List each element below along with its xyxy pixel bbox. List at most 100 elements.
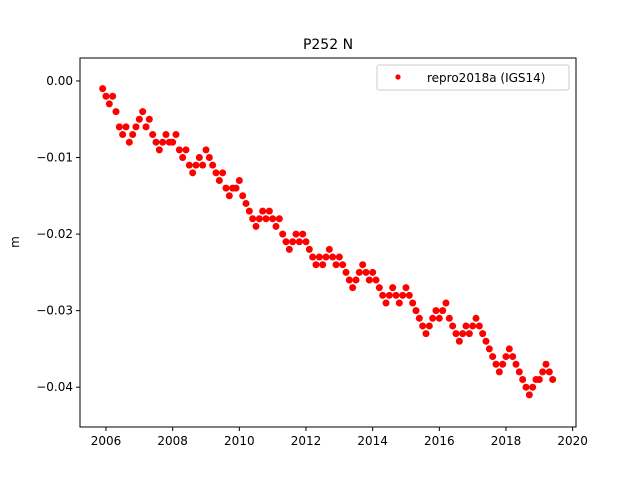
data-point	[379, 291, 387, 299]
data-point	[299, 230, 307, 238]
data-point	[359, 261, 367, 269]
data-point	[225, 192, 233, 200]
data-point	[145, 115, 153, 123]
data-point	[135, 115, 143, 123]
legend-label: repro2018a (IGS14)	[427, 71, 545, 85]
data-point	[112, 108, 120, 116]
data-point	[382, 299, 390, 307]
x-axis: 2006 2008 2010 2012 2014 2016 2018 2020	[91, 427, 588, 448]
data-point	[422, 330, 430, 338]
data-point	[475, 322, 483, 330]
data-point	[209, 161, 217, 169]
plot-frame	[79, 57, 577, 428]
data-point	[439, 307, 447, 315]
data-point	[185, 161, 193, 169]
data-point	[425, 322, 433, 330]
x-tick-label: 2006	[91, 434, 122, 448]
data-point	[292, 230, 300, 238]
data-point	[479, 330, 487, 338]
data-point	[402, 284, 410, 292]
data-point	[352, 276, 360, 284]
data-point	[522, 383, 530, 391]
data-point	[385, 291, 393, 299]
data-point	[429, 314, 437, 322]
data-point	[215, 176, 223, 184]
data-point	[515, 368, 523, 376]
data-point	[349, 284, 357, 292]
data-point	[369, 268, 377, 276]
data-point	[245, 207, 253, 215]
data-point	[472, 314, 480, 322]
data-point	[502, 353, 510, 361]
data-point	[222, 184, 230, 192]
data-point	[149, 131, 157, 139]
data-point	[259, 207, 267, 215]
data-point	[129, 131, 137, 139]
data-point	[115, 123, 123, 131]
data-point	[542, 360, 550, 368]
data-point	[125, 138, 133, 146]
data-point	[152, 138, 160, 146]
data-point	[442, 299, 450, 307]
x-tick-label: 2020	[557, 434, 588, 448]
y-tick-label: −0.01	[36, 151, 73, 165]
x-tick-label: 2010	[224, 434, 255, 448]
data-point	[179, 154, 187, 162]
data-point	[435, 314, 443, 322]
data-point	[175, 146, 183, 154]
data-point	[319, 261, 327, 269]
data-point	[172, 131, 180, 139]
data-point	[499, 360, 507, 368]
data-point	[339, 261, 347, 269]
y-tick-label: −0.03	[36, 304, 73, 318]
data-point	[202, 146, 210, 154]
data-point	[482, 337, 490, 345]
data-point	[505, 345, 513, 353]
data-point	[162, 131, 170, 139]
data-point	[445, 314, 453, 322]
data-point	[269, 215, 277, 223]
data-point	[492, 360, 500, 368]
data-point	[295, 238, 303, 246]
x-tick-label: 2016	[424, 434, 455, 448]
x-tick-label: 2018	[491, 434, 522, 448]
data-point	[329, 253, 337, 261]
data-point	[525, 391, 533, 399]
data-point	[139, 108, 147, 116]
data-point	[272, 222, 280, 230]
data-point	[485, 345, 493, 353]
data-point	[389, 284, 397, 292]
data-point	[432, 307, 440, 315]
data-point	[355, 268, 363, 276]
data-point	[512, 360, 520, 368]
data-point	[535, 376, 543, 384]
data-point	[109, 92, 117, 100]
data-point	[219, 169, 227, 177]
data-point	[252, 222, 260, 230]
y-tick-label: 0.00	[46, 74, 73, 88]
data-point	[419, 322, 427, 330]
y-axis: 0.00 −0.01 −0.02 −0.03 −0.04	[36, 74, 80, 394]
data-point	[489, 353, 497, 361]
chart-title: P252 N	[303, 37, 353, 53]
data-point	[312, 261, 320, 269]
data-point	[142, 123, 150, 131]
data-point	[399, 291, 407, 299]
data-point	[415, 314, 423, 322]
data-point	[182, 146, 190, 154]
x-tick-label: 2008	[157, 434, 188, 448]
data-point	[285, 245, 293, 253]
data-point	[462, 322, 470, 330]
legend-marker	[395, 74, 401, 80]
data-point	[99, 85, 107, 93]
data-point	[409, 299, 417, 307]
data-point	[539, 368, 547, 376]
data-point	[239, 192, 247, 200]
data-point	[262, 215, 270, 223]
data-point	[265, 207, 273, 215]
data-point	[232, 184, 240, 192]
data-point	[102, 92, 110, 100]
data-point	[122, 123, 130, 131]
data-point	[465, 330, 473, 338]
